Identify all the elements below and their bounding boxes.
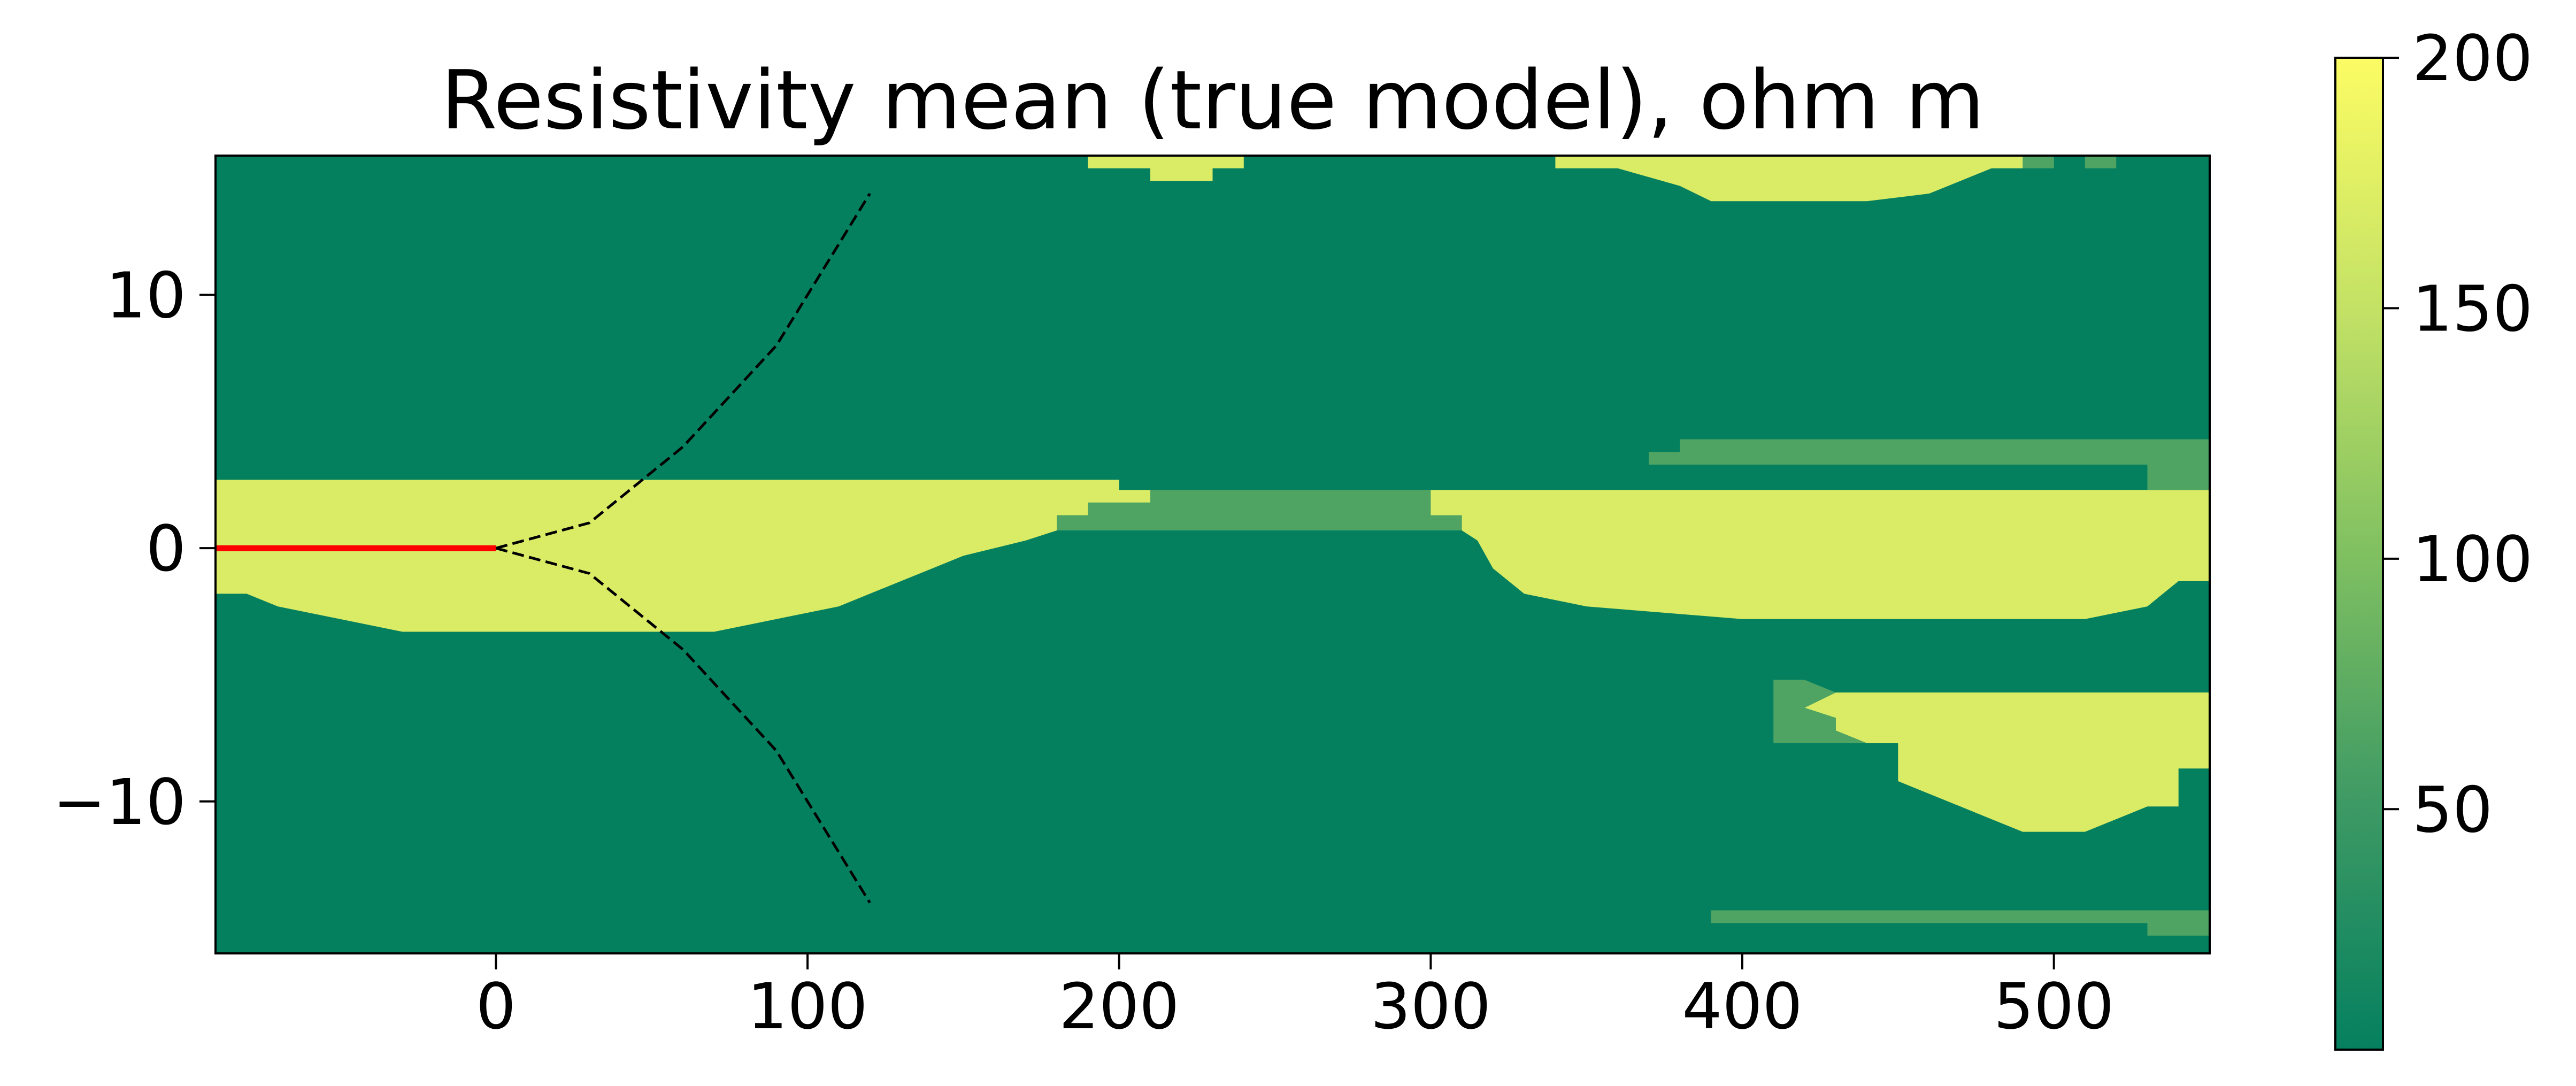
heatmap-region-resistive-bridge	[1057, 490, 1462, 530]
x-axis: 0 100 200 300 400 500	[476, 953, 2114, 1043]
y-tick-label: 10	[106, 259, 186, 333]
x-tick-label: 0	[476, 969, 516, 1043]
heatmap-region-layer-upper-left	[216, 480, 1150, 632]
x-tick-label: 300	[1371, 969, 1491, 1043]
colorbar-tick-label: 200	[2412, 21, 2533, 95]
colorbar: 50 100 150 200	[2334, 21, 2533, 1051]
colorbar-tick-label: 150	[2412, 272, 2533, 345]
lower-dashed-line	[495, 546, 871, 904]
heatmap-region-lower-patch	[1773, 680, 1867, 743]
y-axis: 10 0 −10	[53, 259, 216, 839]
heatmap-region-thin-layer-lower	[1711, 910, 2210, 936]
heatmap-region-top-lens-left	[1088, 156, 1244, 181]
x-tick-label: 200	[1059, 969, 1179, 1043]
x-tick-label: 100	[747, 969, 867, 1043]
heatmap-region-top-patch-1	[2023, 156, 2054, 168]
heatmap-region-thin-layer-upper	[1649, 439, 2210, 490]
heatmap-region-top-lens-right	[1555, 156, 2023, 202]
y-tick-label: 0	[146, 512, 186, 586]
colorbar-tick-label: 50	[2412, 773, 2493, 846]
y-tick-label: −10	[53, 765, 186, 839]
x-tick-label: 500	[1994, 969, 2114, 1043]
heatmap-region-layer-upper-right	[1431, 490, 2210, 619]
heatmap-region-lower-lens	[1804, 692, 2210, 832]
upper-dashed-line	[495, 192, 871, 550]
colorbar-gradient	[2334, 57, 2384, 1051]
plot-frame	[214, 155, 2211, 954]
plot-area	[214, 155, 2211, 954]
heatmap-region-top-patch-2	[2085, 156, 2117, 168]
x-tick-label: 400	[1682, 969, 1802, 1043]
colorbar-tick-label: 100	[2412, 522, 2533, 596]
chart-title: Resistivity mean (true model), ohm m	[441, 53, 1985, 148]
